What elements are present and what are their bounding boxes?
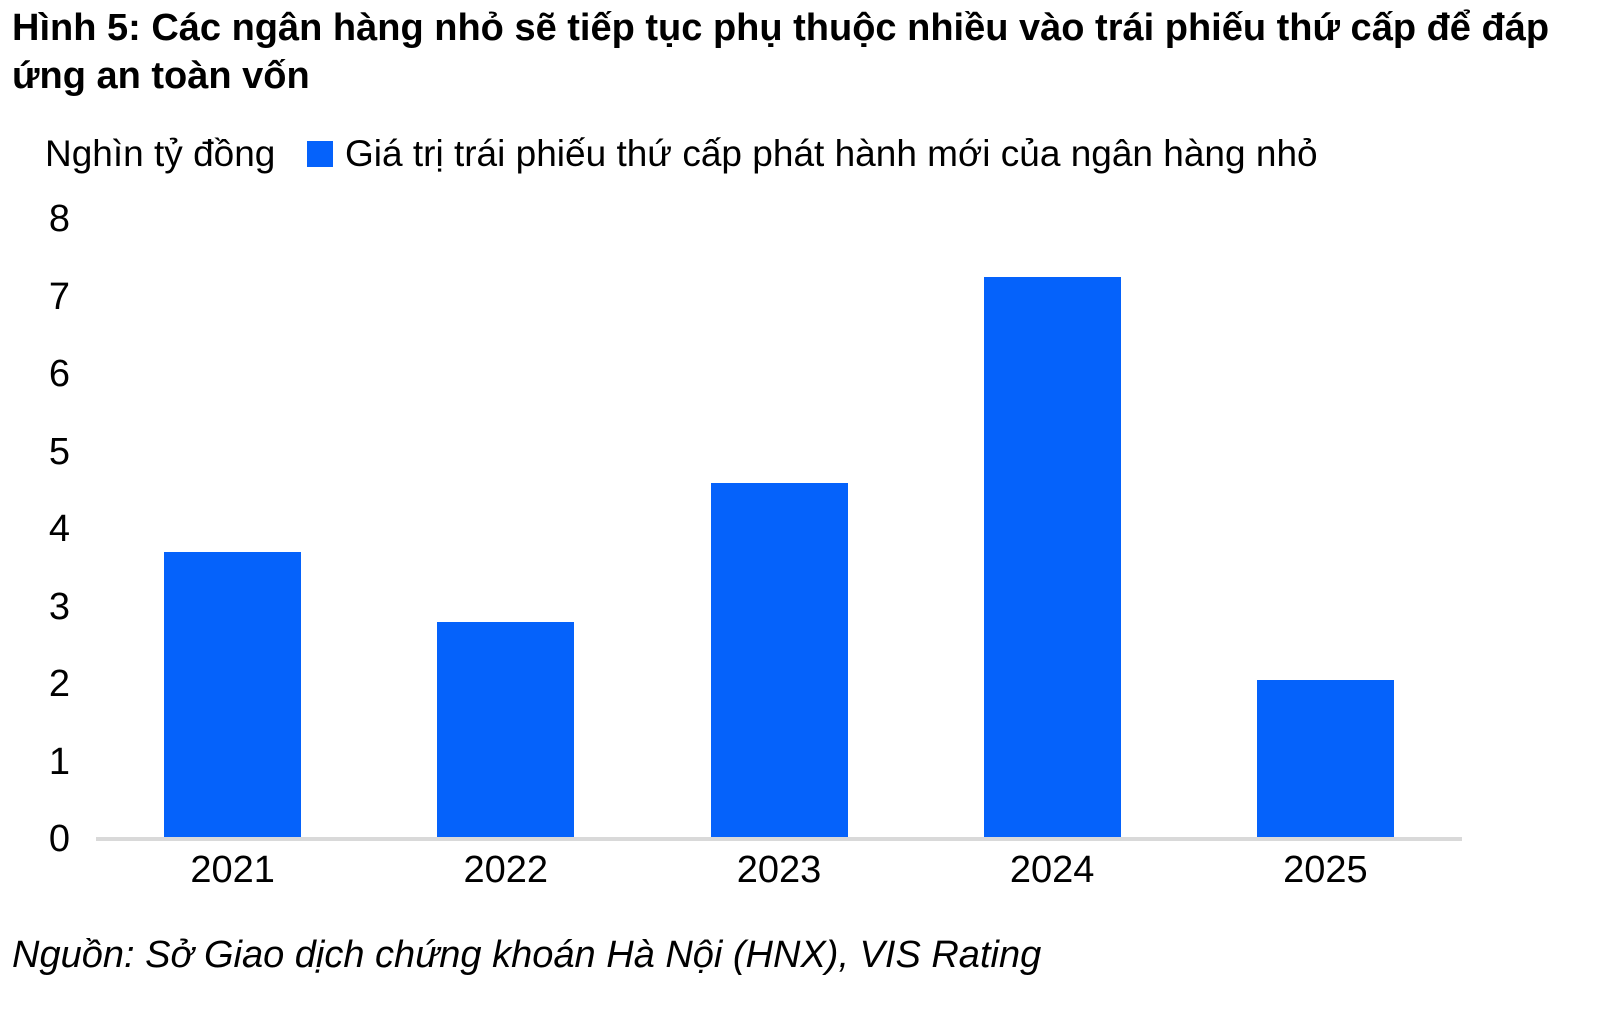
y-tick-label-4: 4	[48, 508, 70, 550]
y-tick-label-2: 2	[48, 663, 70, 705]
y-tick-label-6: 6	[48, 353, 70, 395]
y-tick-label-1: 1	[48, 740, 70, 783]
legend-row: Nghìn tỷ đồng Giá trị trái phiếu thứ cấp…	[45, 131, 1318, 177]
x-tick-label-2021: 2021	[190, 849, 275, 891]
y-tick-label-0: 0	[48, 818, 70, 860]
y-axis-unit-label: Nghìn tỷ đồng	[45, 133, 276, 174]
bar-2025	[1256, 680, 1394, 839]
y-tick-label-5: 5	[48, 430, 70, 473]
x-tick-label-2023: 2023	[736, 849, 822, 891]
y-tick-label-3: 3	[48, 585, 70, 628]
x-tick-label-2025: 2025	[1283, 849, 1368, 891]
legend: Giá trị trái phiếu thứ cấp phát hành mới…	[307, 133, 1318, 175]
y-tick-label-7: 7	[48, 275, 70, 318]
bar-2021	[164, 552, 302, 839]
chart-title: Hình 5: Các ngân hàng nhỏ sẽ tiếp tục ph…	[12, 7, 1550, 97]
bar-2022	[437, 622, 575, 839]
legend-marker-icon	[307, 141, 333, 167]
x-axis-line	[96, 837, 1462, 841]
bar-2023	[710, 482, 848, 839]
x-tick-label-2024: 2024	[1009, 849, 1095, 891]
x-tick-label-2022: 2022	[463, 849, 549, 891]
y-tick-label-8: 8	[48, 198, 70, 240]
legend-label: Giá trị trái phiếu thứ cấp phát hành mới…	[345, 133, 1318, 174]
source-note: Nguồn: Sở Giao dịch chứng khoán Hà Nội (…	[12, 934, 1042, 976]
bar-2024	[983, 277, 1121, 839]
